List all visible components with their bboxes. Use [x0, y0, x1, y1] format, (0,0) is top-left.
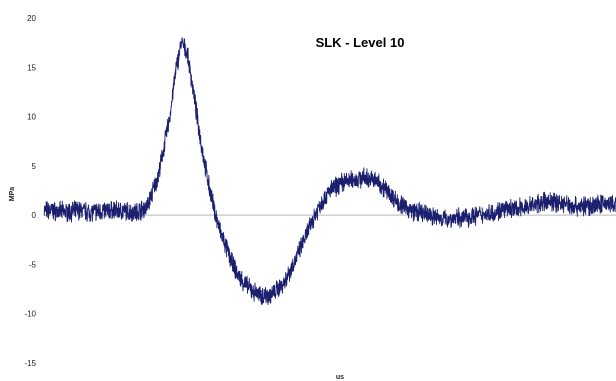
y-tick-label: 20 — [27, 14, 36, 23]
y-axis: -15 -10 -5 0 5 10 15 20 — [24, 14, 36, 368]
series-line — [43, 37, 616, 306]
y-tick-label: -15 — [24, 359, 36, 368]
y-axis-label: MPa — [9, 187, 16, 202]
y-tick-label: 0 — [32, 211, 37, 220]
chart-title: SLK - Level 10 — [316, 35, 405, 50]
y-tick-label: -10 — [24, 310, 36, 319]
y-tick-label: 5 — [32, 162, 37, 171]
y-tick-label: 15 — [27, 63, 36, 72]
y-tick-label: -5 — [29, 260, 37, 269]
x-axis-label: us — [336, 374, 344, 381]
y-tick-label: 10 — [27, 113, 36, 122]
plot-area — [43, 37, 616, 306]
